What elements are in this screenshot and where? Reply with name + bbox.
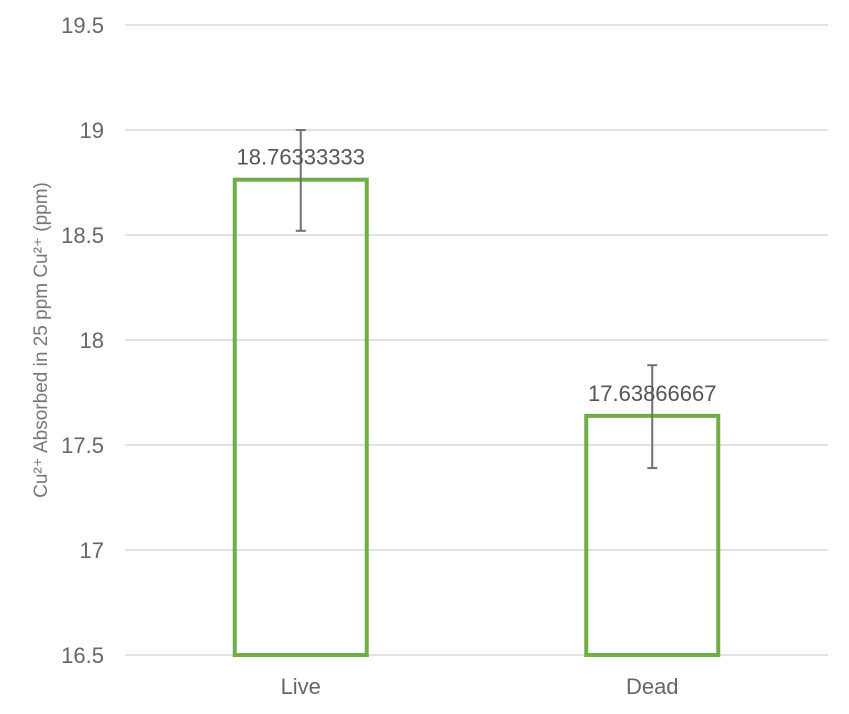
data-label-live: 18.76333333 <box>237 145 365 170</box>
error-bars <box>295 129 658 470</box>
y-tick-label: 18 <box>80 328 104 353</box>
error-bar-dead <box>647 364 658 470</box>
y-tick-label: 19 <box>80 118 104 143</box>
bars <box>232 177 721 657</box>
y-axis-ticks: 16.5 17 17.5 18 18.5 19 19.5 <box>61 13 104 668</box>
x-category-label-dead: Dead <box>626 674 679 699</box>
x-axis-categories: Live Dead <box>281 674 679 699</box>
x-category-label-live: Live <box>281 674 321 699</box>
y-axis-title: Cu²⁺ Absorbed in 25 ppm Cu²⁺ (ppm) <box>31 182 52 498</box>
error-bar-live <box>295 129 306 232</box>
y-tick-label: 16.5 <box>61 643 104 668</box>
data-label-dead: 17.63866667 <box>588 381 716 406</box>
y-tick-label: 19.5 <box>61 13 104 38</box>
bar-live <box>232 177 369 657</box>
y-tick-label: 18.5 <box>61 223 104 248</box>
y-tick-label: 17.5 <box>61 433 104 458</box>
y-tick-label: 17 <box>80 538 104 563</box>
gridlines <box>125 24 828 656</box>
data-labels: 18.76333333 17.63866667 <box>237 145 717 406</box>
